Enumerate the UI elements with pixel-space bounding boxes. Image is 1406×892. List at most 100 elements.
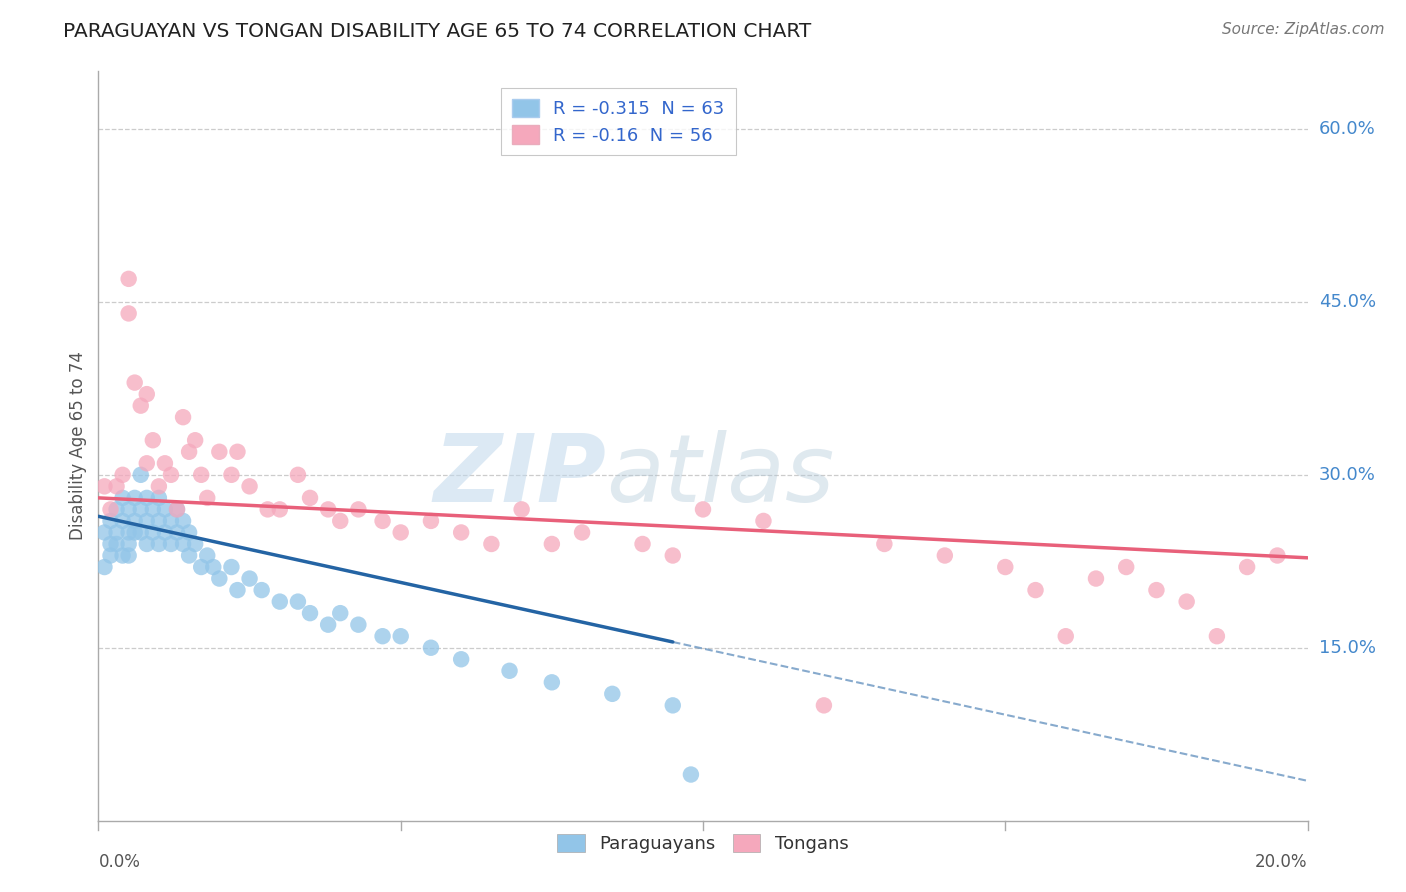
Point — [153, 502, 176, 516]
Point — [1236, 560, 1258, 574]
Point — [93, 525, 115, 540]
Point — [813, 698, 835, 713]
Point — [661, 549, 683, 563]
Point — [389, 525, 412, 540]
Text: 20.0%: 20.0% — [1256, 853, 1308, 871]
Point — [184, 434, 207, 448]
Point — [190, 467, 212, 482]
Point — [129, 399, 152, 413]
Point — [873, 537, 896, 551]
Text: ZIP: ZIP — [433, 430, 606, 522]
Point — [602, 687, 624, 701]
Text: PARAGUAYAN VS TONGAN DISABILITY AGE 65 TO 74 CORRELATION CHART: PARAGUAYAN VS TONGAN DISABILITY AGE 65 T… — [63, 22, 811, 41]
Point — [994, 560, 1017, 574]
Text: 15.0%: 15.0% — [1319, 639, 1375, 657]
Point — [679, 767, 702, 781]
Text: 45.0%: 45.0% — [1319, 293, 1376, 311]
Point — [142, 434, 165, 448]
Point — [269, 502, 291, 516]
Point — [1024, 583, 1046, 598]
Point — [195, 549, 218, 563]
Point — [316, 617, 339, 632]
Point — [118, 537, 141, 551]
Point — [371, 514, 394, 528]
Point — [100, 537, 122, 551]
Text: 30.0%: 30.0% — [1319, 466, 1375, 483]
Point — [118, 306, 141, 320]
Point — [179, 525, 201, 540]
Point — [124, 525, 146, 540]
Point — [347, 617, 370, 632]
Point — [226, 444, 249, 458]
Point — [111, 491, 134, 505]
Point — [256, 502, 278, 516]
Point — [299, 491, 322, 505]
Point — [166, 502, 188, 516]
Point — [347, 502, 370, 516]
Point — [172, 410, 194, 425]
Point — [111, 467, 134, 482]
Point — [111, 549, 134, 563]
Point — [692, 502, 714, 516]
Point — [208, 444, 231, 458]
Text: atlas: atlas — [606, 431, 835, 522]
Point — [135, 537, 157, 551]
Point — [135, 491, 157, 505]
Point — [287, 594, 309, 608]
Point — [540, 537, 562, 551]
Point — [540, 675, 562, 690]
Point — [329, 514, 352, 528]
Point — [752, 514, 775, 528]
Point — [299, 606, 322, 620]
Point — [111, 514, 134, 528]
Point — [190, 560, 212, 574]
Point — [124, 376, 146, 390]
Text: Source: ZipAtlas.com: Source: ZipAtlas.com — [1222, 22, 1385, 37]
Point — [239, 572, 262, 586]
Point — [250, 583, 273, 598]
Point — [160, 514, 183, 528]
Point — [124, 491, 146, 505]
Point — [316, 502, 339, 516]
Point — [389, 629, 412, 643]
Point — [118, 502, 141, 516]
Point — [124, 514, 146, 528]
Point — [1206, 629, 1229, 643]
Point — [135, 387, 157, 401]
Point — [153, 525, 176, 540]
Point — [208, 572, 231, 586]
Point — [371, 629, 394, 643]
Point — [105, 502, 128, 516]
Point — [184, 537, 207, 551]
Point — [148, 537, 170, 551]
Point — [129, 467, 152, 482]
Point — [1085, 572, 1108, 586]
Point — [148, 514, 170, 528]
Point — [450, 652, 472, 666]
Point — [93, 479, 115, 493]
Point — [148, 491, 170, 505]
Point — [239, 479, 262, 493]
Point — [135, 514, 157, 528]
Point — [420, 514, 443, 528]
Point — [160, 537, 183, 551]
Point — [1115, 560, 1137, 574]
Point — [105, 537, 128, 551]
Point — [450, 525, 472, 540]
Point — [1144, 583, 1167, 598]
Point — [142, 502, 165, 516]
Point — [420, 640, 443, 655]
Point — [661, 698, 683, 713]
Point — [179, 444, 201, 458]
Point — [172, 537, 194, 551]
Point — [100, 549, 122, 563]
Point — [100, 514, 122, 528]
Point — [269, 594, 291, 608]
Point — [226, 583, 249, 598]
Point — [172, 514, 194, 528]
Point — [129, 502, 152, 516]
Y-axis label: Disability Age 65 to 74: Disability Age 65 to 74 — [69, 351, 87, 541]
Point — [1267, 549, 1289, 563]
Point — [105, 479, 128, 493]
Point — [329, 606, 352, 620]
